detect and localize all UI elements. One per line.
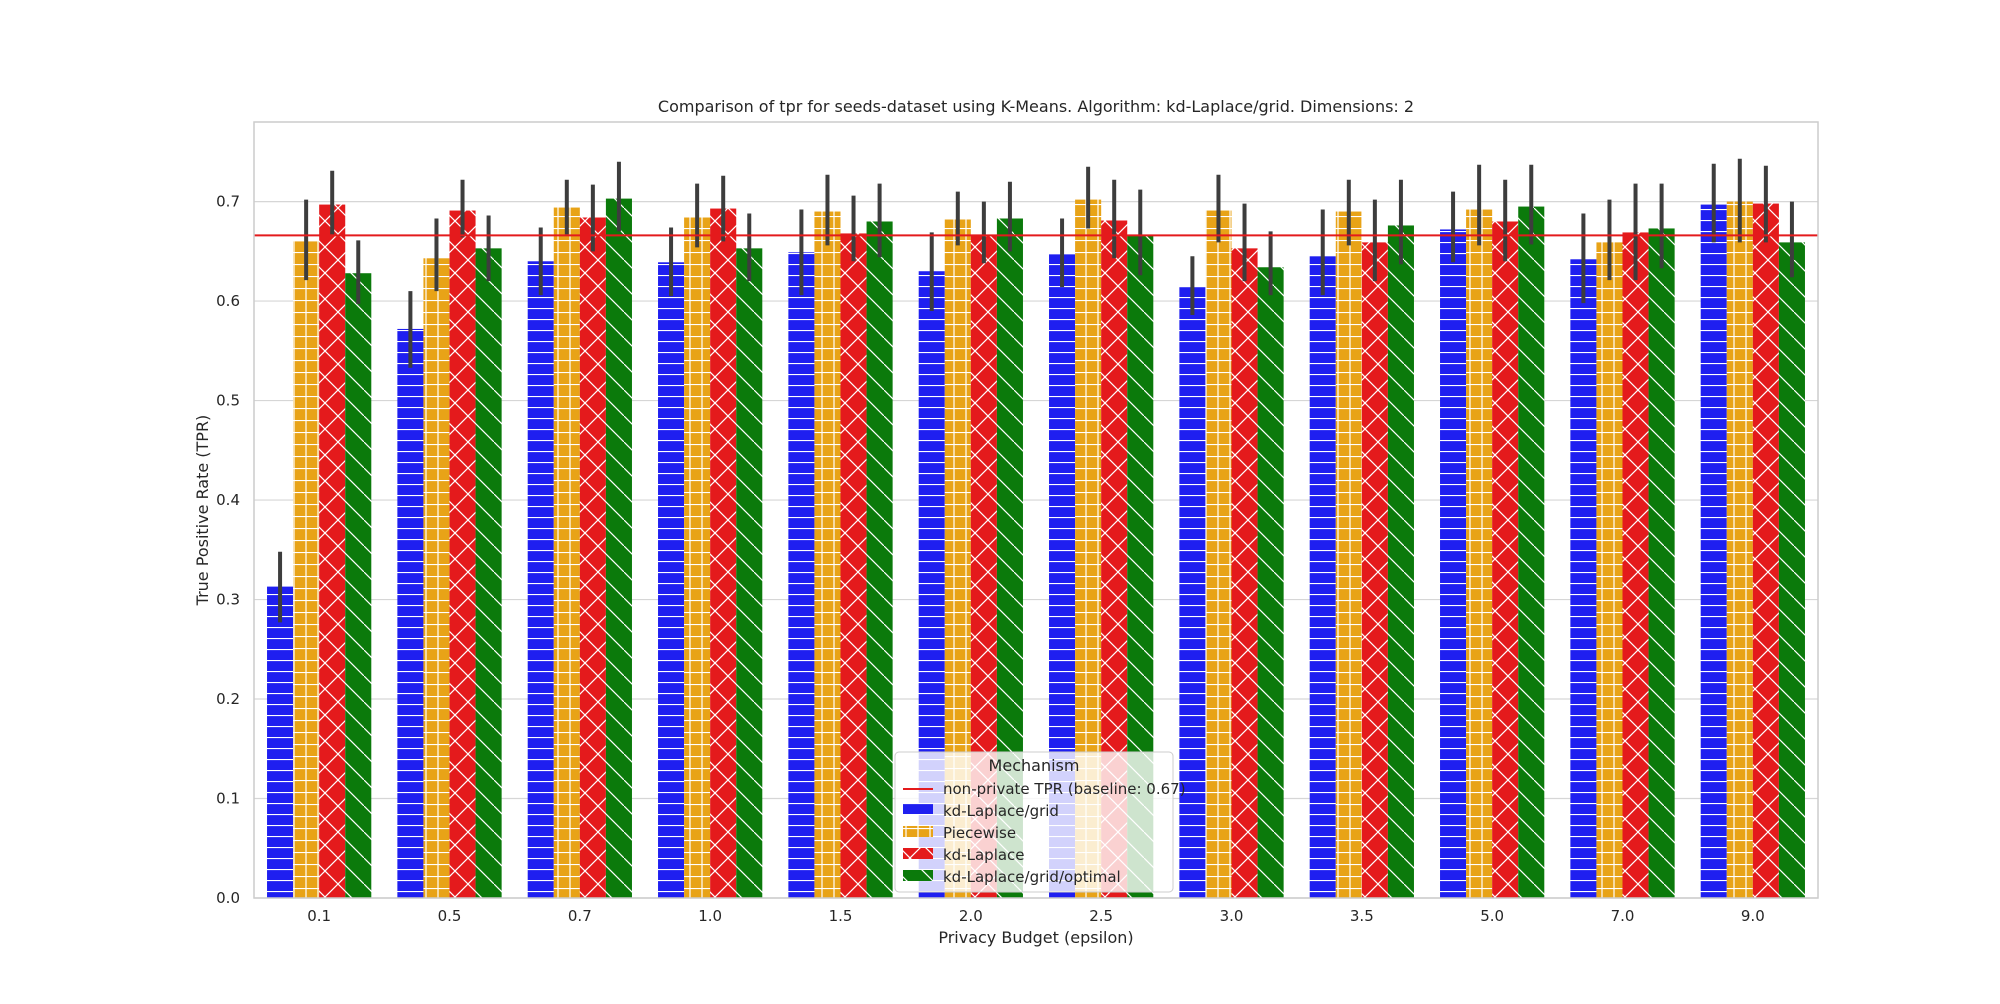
bar-kd-laplace	[1492, 221, 1519, 898]
y-tick-label: 0.3	[216, 591, 240, 609]
bar-kd-laplace	[1622, 232, 1649, 898]
bar-kd-laplace-grid-optimal	[1648, 228, 1675, 898]
bar-kd-laplace-grid	[658, 262, 685, 898]
bar-kd-laplace-grid	[1570, 259, 1597, 898]
legend-label: non-private TPR (baseline: 0.67)	[943, 780, 1186, 798]
bar-kd-laplace-grid	[267, 586, 294, 898]
x-tick-label: 2.5	[1089, 907, 1113, 925]
bar-piecewise	[1726, 201, 1753, 899]
x-tick-label: 5.0	[1480, 907, 1504, 925]
chart-title: Comparison of tpr for seeds-dataset usin…	[658, 97, 1414, 116]
legend-swatch	[903, 804, 933, 815]
x-axis: 0.1 0.5 0.7 1.0 1.5 2.0 2.5 3.0 3.5 5.0 7.0 9.0	[307, 907, 1765, 925]
x-tick-label: 0.1	[307, 907, 331, 925]
bar-kd-laplace-grid-optimal	[475, 248, 502, 898]
bar-kd-laplace-grid	[1309, 256, 1336, 898]
y-tick-label: 0.2	[216, 690, 240, 708]
bar-piecewise	[814, 211, 841, 899]
plot-frame	[253, 121, 1819, 899]
bar-piecewise	[423, 258, 450, 898]
x-tick-label: 0.7	[568, 907, 592, 925]
bar-kd-laplace-grid-optimal	[605, 198, 632, 899]
x-tick-label: 2.0	[959, 907, 983, 925]
bar-kd-laplace	[1231, 248, 1258, 898]
y-tick-label: 0.5	[216, 392, 240, 410]
bars	[267, 198, 1805, 899]
bar-piecewise	[1335, 211, 1362, 899]
x-tick-label: 1.0	[698, 907, 722, 925]
bar-kd-laplace	[1752, 203, 1779, 899]
bar-kd-laplace-grid	[527, 261, 554, 898]
bar-kd-laplace	[579, 217, 606, 898]
x-tick-label: 1.5	[829, 907, 853, 925]
legend-swatch	[903, 826, 933, 837]
x-axis-label: Privacy Budget (epsilon)	[938, 928, 1133, 947]
y-tick-label: 0.6	[216, 292, 240, 310]
y-tick-label: 0.7	[216, 193, 240, 211]
bar-piecewise	[1596, 242, 1623, 898]
legend-box	[894, 751, 1174, 893]
legend-swatch	[903, 870, 933, 881]
bar-kd-laplace-grid-optimal	[1778, 242, 1805, 898]
y-axis: 0.0 0.1 0.2 0.3 0.4 0.5 0.6 0.7	[216, 193, 240, 907]
x-tick-label: 9.0	[1741, 907, 1765, 925]
error-bars	[278, 158, 1794, 623]
bar-kd-laplace-grid-optimal	[1518, 206, 1545, 899]
legend-label: kd-Laplace/grid	[943, 802, 1059, 820]
bar-kd-laplace-grid-optimal	[1387, 225, 1414, 898]
bar-kd-laplace-grid	[1179, 287, 1206, 899]
bar-kd-laplace-grid	[1440, 229, 1467, 898]
bar-piecewise	[293, 241, 320, 898]
y-tick-label: 0.4	[216, 491, 240, 509]
legend-title: Mechanism	[989, 756, 1080, 775]
x-tick-label: 7.0	[1611, 907, 1635, 925]
bar-piecewise	[684, 217, 711, 898]
x-tick-label: 0.5	[438, 907, 462, 925]
bar-kd-laplace-grid-optimal	[866, 221, 893, 898]
bar-piecewise	[1466, 209, 1493, 899]
legend-label: kd-Laplace	[943, 846, 1025, 864]
bar-kd-laplace	[840, 233, 867, 898]
bar-piecewise	[553, 207, 580, 899]
legend-swatch	[903, 848, 933, 859]
y-tick-label: 0.1	[216, 790, 240, 808]
bar-kd-laplace	[1361, 242, 1388, 898]
y-axis-label: True Positive Rate (TPR)	[193, 415, 212, 607]
bar-kd-laplace	[449, 210, 476, 899]
y-tick-label: 0.0	[216, 889, 240, 907]
bar-kd-laplace-grid	[1700, 204, 1727, 899]
legend: Mechanism non-private TPR (baseline: 0.67…	[894, 751, 1186, 893]
x-tick-label: 3.5	[1350, 907, 1374, 925]
bar-kd-laplace-grid	[397, 328, 424, 898]
x-tick-label: 3.0	[1220, 907, 1244, 925]
bar-kd-laplace-grid-optimal	[736, 248, 763, 898]
bar-kd-laplace-grid-optimal	[345, 273, 372, 898]
legend-label: kd-Laplace/grid/optimal	[943, 868, 1121, 886]
bar-kd-laplace-grid	[788, 252, 815, 899]
bar-kd-laplace-grid-optimal	[1257, 267, 1284, 898]
bar-kd-laplace	[710, 208, 737, 899]
bar-piecewise	[1205, 210, 1232, 899]
legend-label: Piecewise	[943, 824, 1016, 842]
bar-kd-laplace	[319, 204, 346, 899]
